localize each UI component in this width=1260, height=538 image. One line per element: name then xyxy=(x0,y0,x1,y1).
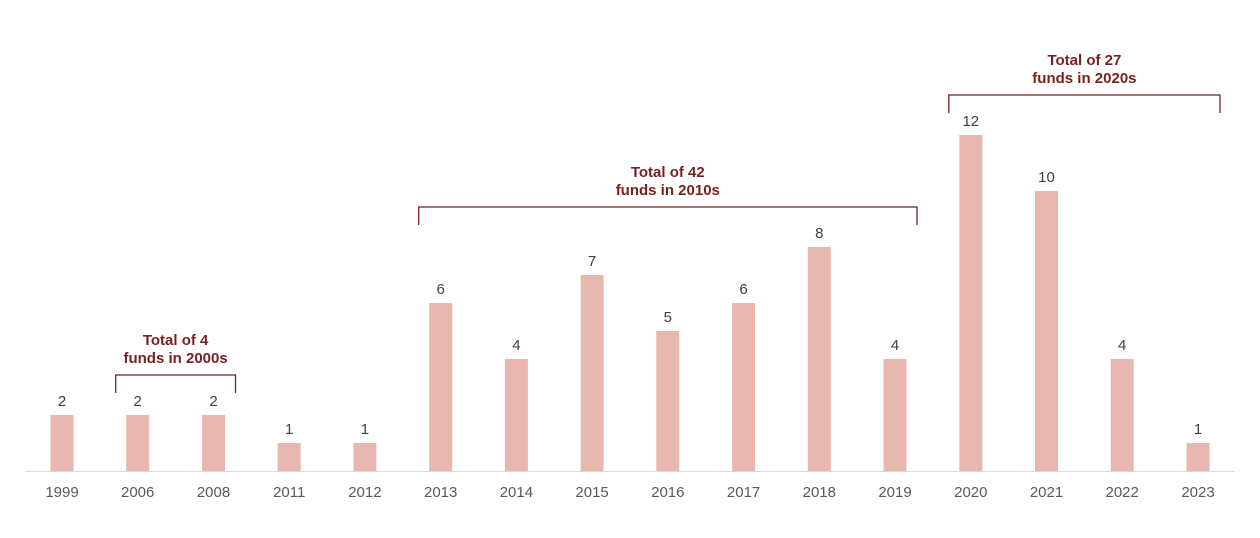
x-tick-label-2014: 2014 xyxy=(500,484,533,501)
x-tick-label-2015: 2015 xyxy=(575,484,608,501)
data-label-2014: 4 xyxy=(512,337,520,354)
data-label-2006: 2 xyxy=(134,393,142,410)
bar-1999 xyxy=(50,415,74,471)
annotation-bracket-1 xyxy=(418,206,918,225)
annotation-text-2-line-1: funds in 2020s xyxy=(1032,70,1136,87)
x-tick-label-1999: 1999 xyxy=(45,484,78,501)
bar-2015 xyxy=(580,275,604,471)
bar-2021 xyxy=(1035,191,1058,471)
annotation-text-0-line-0: Total of 4 xyxy=(143,332,209,349)
data-label-2008: 2 xyxy=(209,393,217,410)
x-tick-label-2012: 2012 xyxy=(348,484,381,501)
bar-2022 xyxy=(1110,359,1134,471)
bar-2019 xyxy=(883,359,907,471)
data-label-2022: 4 xyxy=(1118,337,1126,354)
data-label-2021: 10 xyxy=(1038,169,1055,186)
bar-2008 xyxy=(202,415,225,471)
annotation-bracket-0 xyxy=(115,374,237,393)
data-label-2023: 1 xyxy=(1194,421,1202,438)
data-label-2017: 6 xyxy=(739,281,747,298)
x-tick-label-2021: 2021 xyxy=(1030,484,1063,501)
bar-2013 xyxy=(429,303,453,471)
x-tick-labels: 1999 2006 2008 2011 2012 2013 2014 2015 2016 2017… xyxy=(45,484,1214,501)
annotation-bracket-2 xyxy=(948,94,1221,113)
x-tick-label-2023: 2023 xyxy=(1181,484,1214,501)
data-label-1999: 2 xyxy=(58,393,66,410)
bar-2023 xyxy=(1186,443,1210,471)
bar-2018 xyxy=(807,247,831,471)
bar-2012 xyxy=(353,443,377,471)
data-label-2012: 1 xyxy=(361,421,369,438)
x-tick-label-2022: 2022 xyxy=(1106,484,1139,501)
bar-2016 xyxy=(656,331,680,471)
bar-2020 xyxy=(959,135,983,471)
x-tick-label-2019: 2019 xyxy=(878,484,911,501)
annotation-text-1-line-1: funds in 2010s xyxy=(616,182,720,199)
data-label-2019: 4 xyxy=(891,337,899,354)
x-tick-label-2018: 2018 xyxy=(803,484,836,501)
x-tick-label-2008: 2008 xyxy=(197,484,230,501)
data-labels: 2 2 2 1 1 6 4 7 5 6 8 4 12 10 4 1 xyxy=(58,113,1202,438)
data-label-2018: 8 xyxy=(815,225,823,242)
bars xyxy=(50,135,1210,471)
bar-2017 xyxy=(732,303,756,471)
data-label-2015: 7 xyxy=(588,253,596,270)
x-tick-label-2013: 2013 xyxy=(424,484,457,501)
bar-2006 xyxy=(126,415,150,471)
annotation-text-0-line-1: funds in 2000s xyxy=(123,350,227,367)
annotation-text-2-line-0: Total of 27 xyxy=(1047,52,1121,69)
data-label-2011: 1 xyxy=(285,421,293,438)
x-tick-label-2016: 2016 xyxy=(651,484,684,501)
bar-2014 xyxy=(504,359,528,471)
annotation-text-1-line-0: Total of 42 xyxy=(631,164,705,181)
data-label-2013: 6 xyxy=(437,281,445,298)
data-label-2016: 5 xyxy=(664,309,672,326)
x-tick-label-2020: 2020 xyxy=(954,484,987,501)
bar-2011 xyxy=(277,443,301,471)
x-tick-label-2006: 2006 xyxy=(121,484,154,501)
x-tick-label-2011: 2011 xyxy=(273,484,305,501)
data-label-2020: 12 xyxy=(962,113,979,130)
x-tick-label-2017: 2017 xyxy=(727,484,760,501)
